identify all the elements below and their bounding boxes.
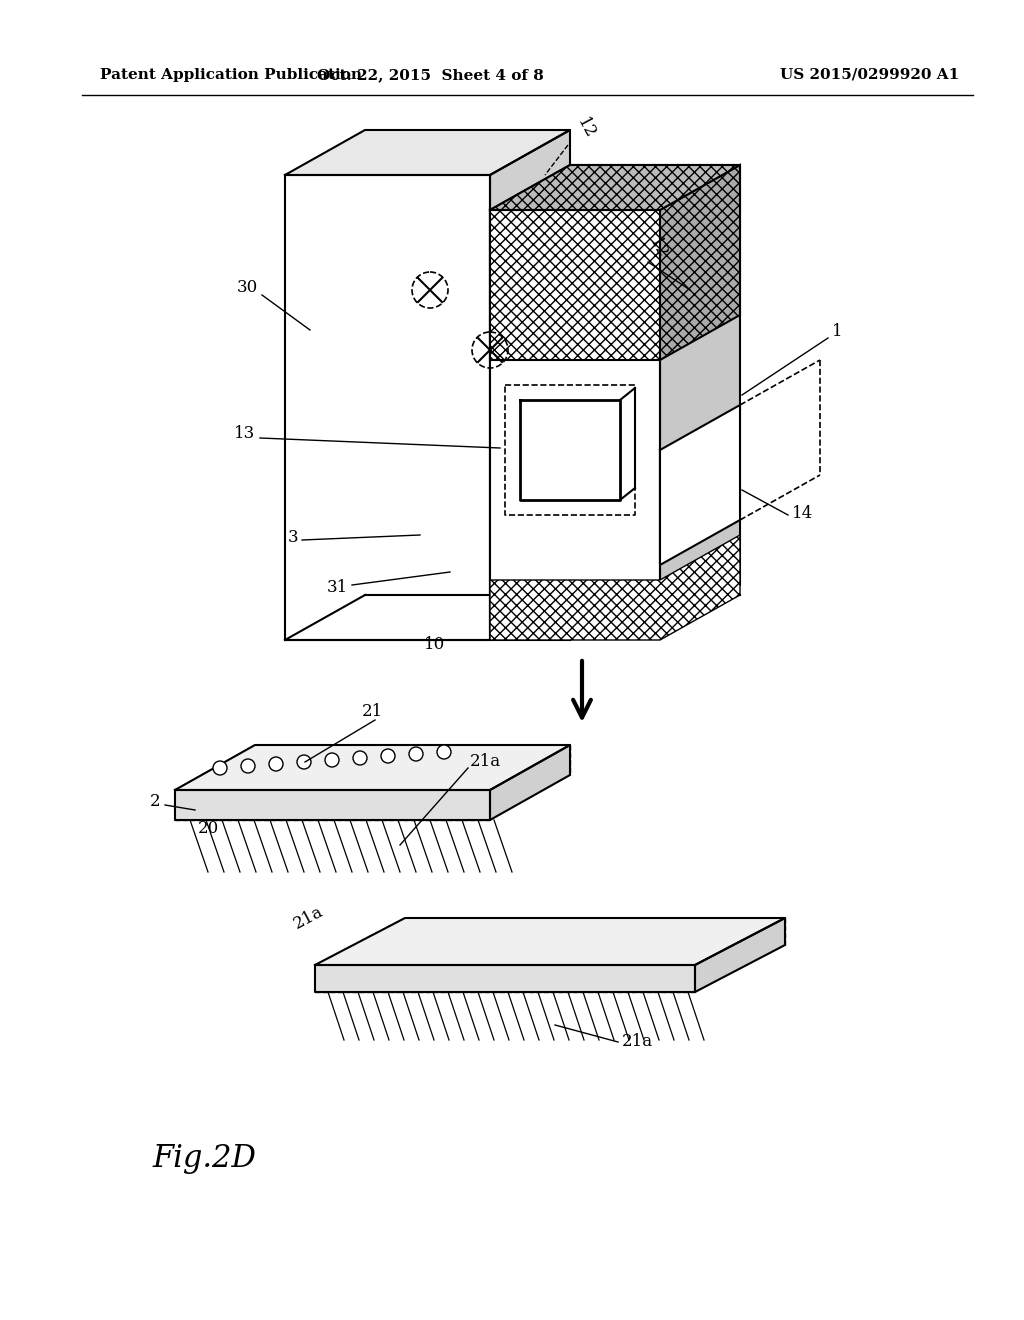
Polygon shape — [660, 165, 740, 630]
Polygon shape — [490, 535, 740, 640]
Polygon shape — [175, 744, 570, 789]
Polygon shape — [660, 165, 740, 360]
Text: 21: 21 — [361, 704, 383, 721]
Circle shape — [325, 752, 339, 767]
Polygon shape — [660, 405, 740, 565]
Text: 20: 20 — [198, 820, 219, 837]
Circle shape — [213, 762, 227, 775]
Circle shape — [437, 744, 451, 759]
Polygon shape — [490, 165, 740, 210]
Text: US 2015/0299920 A1: US 2015/0299920 A1 — [780, 69, 959, 82]
Polygon shape — [490, 744, 570, 820]
Text: Fig.2D: Fig.2D — [152, 1143, 256, 1173]
Circle shape — [353, 751, 367, 766]
Polygon shape — [490, 210, 660, 630]
Polygon shape — [175, 789, 490, 820]
Text: 12: 12 — [645, 235, 670, 261]
Circle shape — [297, 755, 311, 770]
Text: 30: 30 — [237, 280, 258, 297]
Text: Oct. 22, 2015  Sheet 4 of 8: Oct. 22, 2015 Sheet 4 of 8 — [316, 69, 544, 82]
Polygon shape — [315, 917, 785, 965]
Text: 2: 2 — [150, 793, 160, 810]
Text: 21a: 21a — [470, 754, 501, 771]
Polygon shape — [285, 176, 490, 640]
Text: 3: 3 — [288, 529, 298, 546]
Text: 1: 1 — [831, 323, 843, 341]
Polygon shape — [285, 129, 570, 176]
Text: 13: 13 — [233, 425, 255, 441]
Polygon shape — [490, 129, 570, 640]
Circle shape — [241, 759, 255, 774]
Circle shape — [381, 748, 395, 763]
Circle shape — [409, 747, 423, 762]
Polygon shape — [490, 165, 740, 210]
Polygon shape — [490, 210, 660, 360]
Text: 14: 14 — [792, 504, 813, 521]
Text: Patent Application Publication: Patent Application Publication — [100, 69, 362, 82]
Text: 21a: 21a — [291, 903, 326, 933]
Text: 31: 31 — [327, 579, 348, 597]
Text: 10: 10 — [424, 636, 445, 653]
Polygon shape — [695, 917, 785, 993]
Circle shape — [269, 756, 283, 771]
Text: 21a: 21a — [622, 1034, 653, 1051]
Polygon shape — [315, 965, 695, 993]
Text: 12: 12 — [573, 115, 598, 141]
